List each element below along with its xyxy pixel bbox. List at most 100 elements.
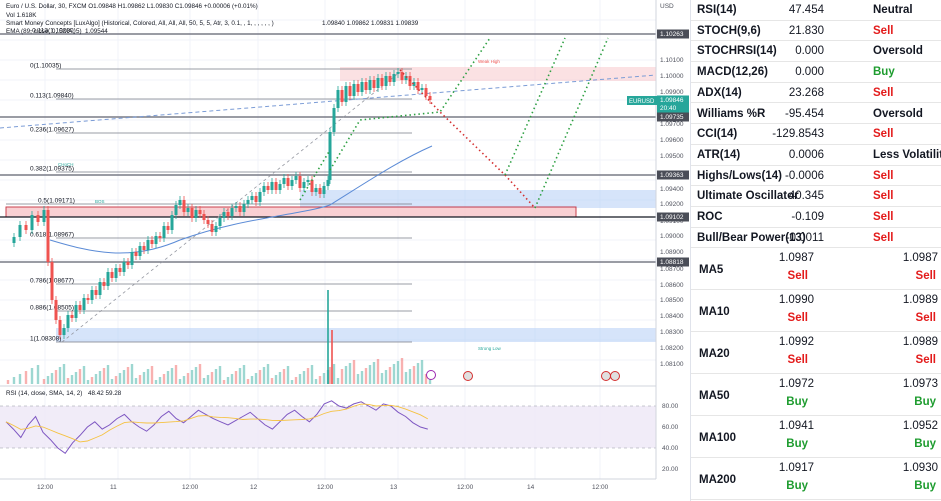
rsi-axis-tick: 40.00 (662, 445, 679, 452)
fib-level-label: 0(1.10035) (30, 63, 61, 70)
ma-name: MA20 (699, 348, 730, 360)
indicator-action: Oversold (873, 107, 923, 120)
us-flag-icon[interactable] (610, 371, 620, 381)
ma-simple-value: 1.0917 (778, 462, 814, 474)
price-axis-currency: USD (660, 3, 674, 10)
indicator-action: Neutral (873, 4, 913, 16)
indicator-action: Sell (873, 211, 894, 223)
indicator-action: Sell (873, 169, 894, 182)
ma-exp-value: 1.0930 (902, 462, 938, 474)
ma-name: MA10 (699, 306, 730, 318)
price-axis-tick: 1.08700 (660, 266, 684, 273)
fib-level-label: 0.113(1.09840) (30, 93, 74, 100)
ma-simple-action: Buy (786, 480, 808, 492)
chart-legend[interactable]: Euro / U.S. Dollar, 30, FXCM O1.09848 H1… (6, 3, 419, 397)
indicator-name: ADX(14) (697, 86, 742, 99)
us-flag-icon[interactable] (601, 371, 611, 381)
price-chart[interactable]: -0.113(1.10230) 0(1.10035) 0.113(1.09840) 0… (0, 0, 690, 501)
legend-volume[interactable]: Vol 1.618K (6, 12, 37, 19)
price-box (657, 29, 689, 39)
moving-average-row: MA200 1.0917 Buy 1.0930 Buy (691, 458, 941, 500)
price-box (657, 112, 689, 122)
indicator-name: ATR(14) (697, 148, 741, 161)
ma-simple-value: 1.0972 (778, 378, 814, 390)
indicator-value: -0.0011 (785, 231, 824, 244)
indicator-row: STOCHRSI(14) 0.000 Oversold (691, 41, 941, 63)
price-axis-tick: 1.09500 (660, 153, 684, 160)
price-axis-tick: 1.08500 (660, 297, 684, 304)
fib-level-label: 0.236(1.09627) (30, 127, 74, 134)
indicator-value: 0.0006 (788, 148, 824, 161)
rsi-axis-tick: 80.00 (662, 403, 679, 410)
us-flag-icon[interactable] (463, 371, 473, 381)
fib-level-label: 0.382(1.09375) (30, 166, 74, 173)
indicator-name: CCI(14) (697, 128, 738, 141)
rsi-line (5, 400, 428, 454)
indicator-row: STOCH(9,6) 21.830 Sell (691, 21, 941, 42)
ma-exp-action: Buy (914, 480, 936, 492)
event-icon[interactable] (426, 370, 436, 380)
price-axis-tick: 1.08600 (660, 282, 684, 289)
indicator-row: RSI(14) 47.454 Neutral (691, 0, 941, 21)
ema-line (49, 145, 433, 254)
supply-zone-top (340, 67, 656, 81)
price-box-label: 1.08818 (660, 259, 684, 266)
ma-simple-action: Buy (786, 396, 808, 408)
legend-symbol-line[interactable]: Euro / U.S. Dollar, 30, FXCM O1.09848 H1… (6, 3, 258, 10)
indicator-value: -95.454 (784, 107, 824, 120)
indicator-action: Oversold (873, 45, 923, 58)
demand-zone-mid (300, 190, 656, 208)
ma-simple-action: Buy (786, 438, 808, 450)
ma-exp-action: Buy (914, 396, 936, 408)
order-block (5, 206, 577, 218)
indicator-value: 0.000 (795, 45, 824, 58)
indicator-row: ROC -0.109 Sell (691, 207, 941, 228)
time-axis-label: 12:00 (592, 484, 609, 491)
price-axis-tick: 1.09000 (660, 233, 684, 240)
weak-high-label: Weak High (478, 59, 500, 64)
legend-ema[interactable]: EMA (89, close, 0, SMA, 5) (6, 28, 82, 35)
indicator-value: 23.268 (788, 86, 824, 99)
indicator-name: RSI(14) (697, 4, 737, 16)
indicator-value: 40.345 (788, 190, 824, 203)
price-axis-tick: 1.09600 (660, 137, 684, 144)
indicator-value: 21.830 (788, 24, 824, 37)
choch-label: CHoCH (58, 162, 74, 167)
indicator-value: -0.109 (791, 211, 824, 223)
indicator-row: Williams %R -95.454 Oversold (691, 104, 941, 125)
indicator-name: Highs/Lows(14) (697, 169, 782, 182)
bos-label: BOS (95, 199, 105, 204)
ma-simple-value: 1.0990 (778, 294, 814, 306)
time-axis-label: 12:00 (182, 484, 199, 491)
ma-name: MA50 (699, 390, 730, 402)
bullish-projection-4 (299, 149, 331, 201)
moving-average-row: MA5 1.0987 Sell 1.0987 Sell (691, 248, 941, 290)
legend-rsi[interactable]: RSI (14, close, SMA, 14, 2) (6, 390, 82, 397)
legend-smc-values: 1.09840 1.09862 1.09831 1.09839 (322, 20, 419, 27)
legend-rsi-values: 48.42 59.28 (88, 390, 122, 397)
ma-exp-action: Sell (915, 312, 936, 324)
price-box (657, 257, 689, 267)
ma-exp-value: 1.0952 (902, 420, 938, 432)
technical-summary-panel: RSI(14) 47.454 Neutral STOCH(9,6) 21.830 Sell… (690, 0, 941, 501)
legend-smc[interactable]: Smart Money Concepts [LuxAlgo] (Historic… (6, 20, 274, 27)
ma-simple-action: Sell (787, 354, 808, 366)
time-axis-label: 14 (527, 484, 535, 491)
indicator-value: -0.0006 (784, 169, 824, 182)
indicator-value: 47.454 (788, 4, 824, 16)
bullish-projection-3 (534, 37, 609, 209)
indicator-name: MACD(12,26) (697, 66, 768, 79)
moving-average-row: MA50 1.0972 Buy 1.0973 Buy (691, 374, 941, 416)
price-axis-tick: 1.08200 (660, 345, 684, 352)
rsi-axis-tick: 20.00 (662, 466, 679, 473)
strong-low-label: Strong Low (478, 346, 502, 351)
symbol-tag (627, 96, 657, 105)
rsi-axis-tick: 60.00 (662, 424, 679, 431)
price-axis-tick: 1.10100 (660, 57, 684, 64)
ma-name: MA200 (699, 474, 737, 486)
price-box-label: 1.10263 (660, 31, 684, 38)
indicator-action: Less Volatility (873, 148, 941, 161)
indicator-action: Sell (873, 231, 894, 244)
ma-exp-action: Sell (915, 270, 936, 282)
price-axis-tick: 1.08100 (660, 361, 684, 368)
